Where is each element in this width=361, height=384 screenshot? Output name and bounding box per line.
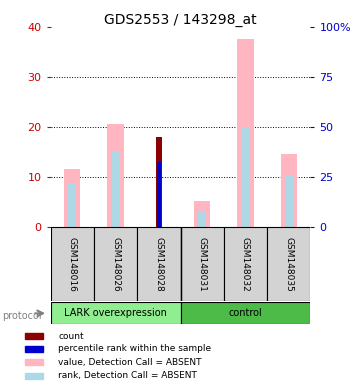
Bar: [180, 227, 224, 301]
Bar: [156, 137, 162, 227]
Text: GSM148031: GSM148031: [198, 237, 206, 291]
Text: rank, Detection Call = ABSENT: rank, Detection Call = ABSENT: [58, 371, 197, 380]
Text: value, Detection Call = ABSENT: value, Detection Call = ABSENT: [58, 358, 202, 367]
Bar: [51, 227, 94, 301]
Bar: [157, 162, 161, 227]
Text: GDS2553 / 143298_at: GDS2553 / 143298_at: [104, 13, 257, 27]
Bar: [267, 227, 310, 301]
Text: LARK overexpression: LARK overexpression: [64, 308, 167, 318]
Bar: [112, 152, 119, 227]
Text: GSM148028: GSM148028: [155, 237, 163, 291]
Bar: [194, 200, 210, 227]
Bar: [242, 127, 249, 227]
Text: protocol: protocol: [2, 311, 42, 321]
Bar: [25, 346, 43, 352]
Text: percentile rank within the sample: percentile rank within the sample: [58, 344, 212, 354]
Bar: [180, 302, 310, 324]
Bar: [64, 169, 81, 227]
Bar: [94, 227, 137, 301]
Bar: [68, 184, 76, 227]
Bar: [25, 373, 43, 379]
Bar: [137, 227, 180, 301]
Bar: [25, 359, 43, 365]
Bar: [285, 175, 293, 227]
Text: GSM148032: GSM148032: [241, 237, 250, 291]
Bar: [198, 212, 206, 227]
Text: GSM148026: GSM148026: [111, 237, 120, 291]
Text: count: count: [58, 332, 84, 341]
Bar: [237, 39, 254, 227]
Text: GSM148035: GSM148035: [284, 237, 293, 291]
Bar: [51, 302, 180, 324]
Text: GSM148016: GSM148016: [68, 237, 77, 291]
Bar: [107, 124, 124, 227]
Bar: [25, 333, 43, 339]
Bar: [224, 227, 267, 301]
Text: control: control: [229, 308, 262, 318]
Bar: [280, 154, 297, 227]
